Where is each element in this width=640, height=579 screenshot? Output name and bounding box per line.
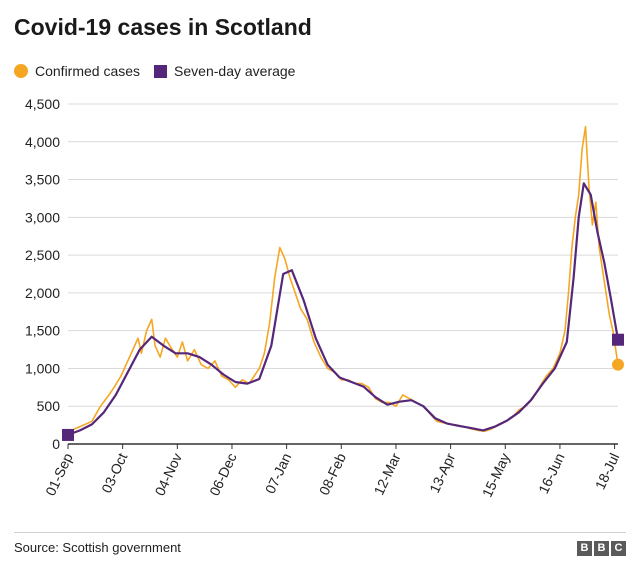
confirmed-cases-line bbox=[67, 125, 619, 434]
legend-item-average: Seven-day average bbox=[154, 63, 295, 79]
x-tick-label: 07-Jan bbox=[262, 451, 295, 497]
average-start-marker bbox=[62, 428, 74, 441]
footer-divider bbox=[14, 532, 626, 533]
bbc-logo-letter: C bbox=[611, 541, 626, 556]
x-tick-label: 13-Apr bbox=[426, 450, 458, 495]
y-tick-label: 4,000 bbox=[25, 134, 60, 150]
legend-label-average: Seven-day average bbox=[174, 63, 296, 79]
chart-plot: 0 500 1,000 1,500 2,000 2,500 3,000 3,500 4,000 4… bbox=[25, 96, 624, 500]
x-tick-label: 04-Nov bbox=[151, 451, 185, 499]
chart-title: Covid-19 cases in Scotland bbox=[14, 14, 312, 40]
bbc-logo-letter: B bbox=[577, 541, 592, 556]
bbc-logo-letter: B bbox=[594, 541, 609, 556]
legend-square-icon bbox=[154, 64, 168, 78]
average-end-marker bbox=[612, 333, 624, 346]
legend-item-confirmed: Confirmed cases bbox=[14, 63, 140, 79]
confirmed-end-marker bbox=[612, 358, 624, 371]
x-tick-label: 06-Dec bbox=[206, 451, 240, 499]
y-tick-label: 4,500 bbox=[25, 96, 60, 112]
seven-day-average-line bbox=[67, 182, 620, 436]
source-note: Source: Scottish government bbox=[14, 540, 181, 555]
x-tick-label: 12-Mar bbox=[370, 450, 403, 497]
y-tick-label: 1,500 bbox=[25, 323, 60, 339]
legend: Confirmed cases Seven-day average bbox=[14, 61, 309, 81]
y-tick-label: 2,500 bbox=[25, 247, 60, 263]
x-tick-label: 18-Jul bbox=[592, 451, 623, 492]
x-tick-label: 03-Oct bbox=[98, 450, 130, 495]
x-tick-label: 15-May bbox=[479, 451, 513, 500]
x-tick-label: 08-Feb bbox=[316, 450, 349, 497]
x-tick-label: 16-Jun bbox=[535, 451, 568, 497]
legend-dot-icon bbox=[14, 64, 28, 78]
bbc-logo: B B C bbox=[577, 541, 626, 556]
y-tick-label: 500 bbox=[37, 398, 61, 414]
y-tick-label: 0 bbox=[52, 436, 60, 452]
x-tick-label: 01-Sep bbox=[42, 450, 76, 498]
y-tick-label: 1,000 bbox=[25, 360, 60, 376]
y-tick-label: 2,000 bbox=[25, 285, 60, 301]
legend-label-confirmed: Confirmed cases bbox=[35, 63, 141, 79]
y-tick-label: 3,000 bbox=[25, 209, 60, 225]
y-tick-label: 3,500 bbox=[25, 172, 60, 188]
